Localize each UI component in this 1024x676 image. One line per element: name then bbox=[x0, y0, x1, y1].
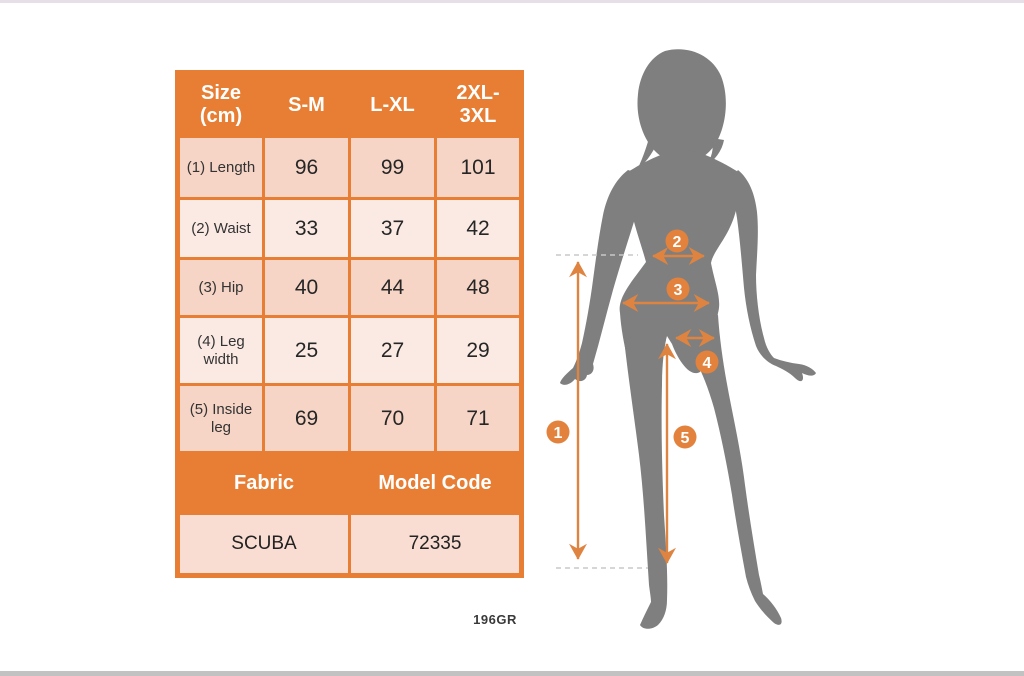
bottom-border-line bbox=[0, 671, 1024, 676]
leg-width-sm: 25 bbox=[262, 315, 351, 386]
silhouette-hair-lock bbox=[637, 128, 659, 170]
table-row-inside-leg: (5) Inside leg 69 70 71 bbox=[176, 383, 523, 454]
leg-width-lxl: 27 bbox=[348, 315, 437, 386]
model-code-value: 72335 bbox=[348, 512, 523, 577]
row-label-waist: (2) Waist bbox=[176, 197, 265, 260]
silhouette-left-leg bbox=[622, 320, 668, 629]
inside-leg-2xl3xl: 71 bbox=[434, 383, 523, 454]
measurement-marker-5: 5 bbox=[673, 425, 697, 449]
hip-lxl: 44 bbox=[348, 257, 437, 318]
table-row-hip: (3) Hip 40 44 48 bbox=[176, 257, 523, 318]
waist-lxl: 37 bbox=[348, 197, 437, 260]
marker-2-number: 2 bbox=[673, 234, 682, 251]
marker-4-number: 4 bbox=[703, 355, 712, 372]
silhouette-right-arm bbox=[733, 170, 816, 382]
col-header-size-cm: Size (cm) bbox=[176, 71, 265, 138]
length-lxl: 99 bbox=[348, 135, 437, 200]
fabric-modelcode-header-row: Fabric Model Code bbox=[176, 451, 523, 515]
size-table: Size (cm) S-M L-XL 2XL-3XL (1) Length 96… bbox=[175, 70, 524, 578]
hip-2xl3xl: 48 bbox=[434, 257, 523, 318]
measurement-marker-3: 3 bbox=[666, 277, 690, 301]
measurement-marker-1: 1 bbox=[546, 420, 570, 444]
measurement-marker-2: 2 bbox=[665, 229, 689, 253]
marker-5-number: 5 bbox=[681, 430, 690, 447]
col-header-2xl-3xl: 2XL-3XL bbox=[434, 71, 523, 138]
table-row-waist: (2) Waist 33 37 42 bbox=[176, 197, 523, 260]
measurement-annotations: 1 2 3 4 5 bbox=[546, 229, 719, 569]
silhouette-right-leg bbox=[670, 315, 782, 625]
fabric-modelcode-value-row: SCUBA 72335 bbox=[176, 512, 523, 577]
body-measurement-diagram: 1 2 3 4 5 bbox=[546, 49, 816, 629]
hip-sm: 40 bbox=[262, 257, 351, 318]
col-header-s-m: S-M bbox=[262, 71, 351, 138]
marker-1-number: 1 bbox=[554, 425, 563, 442]
top-border-line bbox=[0, 0, 1024, 3]
product-code-text: 196GR bbox=[473, 612, 517, 627]
row-label-inside-leg: (5) Inside leg bbox=[176, 383, 265, 454]
silhouette-head bbox=[637, 49, 726, 163]
row-label-leg-width: (4) Leg width bbox=[176, 315, 265, 386]
fabric-header: Fabric bbox=[176, 451, 351, 515]
length-2xl3xl: 101 bbox=[434, 135, 523, 200]
inside-leg-sm: 69 bbox=[262, 383, 351, 454]
col-header-l-xl: L-XL bbox=[348, 71, 437, 138]
waist-2xl3xl: 42 bbox=[434, 197, 523, 260]
row-label-length: (1) Length bbox=[176, 135, 265, 200]
inside-leg-lxl: 70 bbox=[348, 383, 437, 454]
leg-width-2xl3xl: 29 bbox=[434, 315, 523, 386]
marker-3-number: 3 bbox=[674, 282, 683, 299]
table-row-leg-width: (4) Leg width 25 27 29 bbox=[176, 315, 523, 386]
fabric-value: SCUBA bbox=[176, 512, 351, 577]
waist-sm: 33 bbox=[262, 197, 351, 260]
silhouette-left-arm bbox=[560, 170, 639, 385]
length-sm: 96 bbox=[262, 135, 351, 200]
row-label-hip: (3) Hip bbox=[176, 257, 265, 318]
size-table-header-row: Size (cm) S-M L-XL 2XL-3XL bbox=[176, 71, 523, 138]
table-row-length: (1) Length 96 99 101 bbox=[176, 135, 523, 200]
model-code-header: Model Code bbox=[348, 451, 523, 515]
measurement-marker-4: 4 bbox=[695, 350, 719, 374]
